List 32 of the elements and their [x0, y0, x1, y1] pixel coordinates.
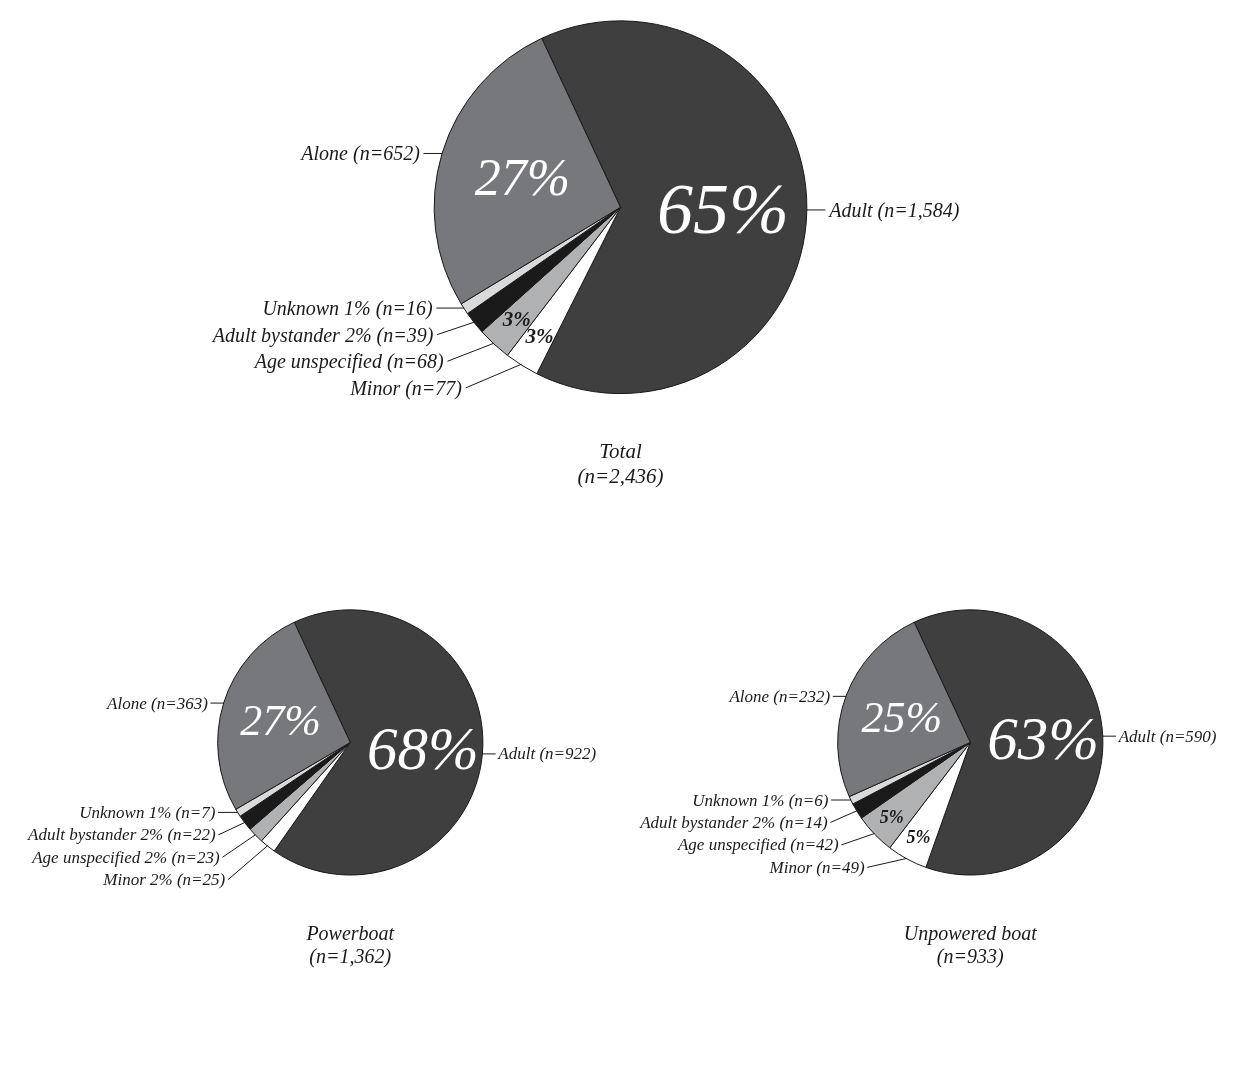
slice-label: Alone (n=652) [299, 142, 421, 166]
text: Total [599, 439, 642, 464]
text: Unpowered boat [903, 921, 1038, 945]
slice-label: Unknown 1% (n=7) [79, 802, 216, 822]
slice-label: Adult (n=1,584) [827, 198, 960, 222]
slice-label: Age unspecified (n=42) [676, 835, 839, 855]
slice-label: Unknown 1% (n=6) [692, 790, 829, 810]
data-label: 5% [879, 807, 904, 828]
data-label: 27% [240, 696, 321, 746]
slice-label: Adult bystander 2% (n=14) [639, 812, 829, 832]
slice-label: Unknown 1% (n=16) [262, 297, 433, 321]
slice-label: Minor 2% (n=25) [102, 870, 226, 890]
slice-label: Adult bystander 2% (n=39) [210, 323, 434, 347]
slice-label: Age unspecified 2% (n=23) [31, 847, 221, 867]
slice-label: Alone (n=232) [728, 686, 831, 706]
text: (n=933) [936, 945, 1005, 969]
data-label: 5% [906, 827, 931, 848]
data-label: 63% [987, 705, 1100, 773]
data-label: 27% [474, 149, 571, 207]
data-label: 65% [657, 168, 789, 249]
slice-label: Adult (n=590) [1117, 726, 1217, 746]
data-label: 68% [367, 715, 479, 783]
text: (n=2,436) [577, 464, 664, 489]
slice-label: Alone (n=363) [106, 693, 209, 713]
slice-label: Adult (n=922) [497, 744, 597, 764]
data-label: 25% [861, 692, 943, 742]
text: Powerboat [305, 921, 395, 944]
slice-label: Age unspecified (n=68) [252, 350, 445, 374]
slice-label: Adult bystander 2% (n=22) [27, 825, 217, 845]
slice-label: Minor (n=49) [768, 857, 865, 877]
slice-label: Minor (n=77) [349, 376, 463, 400]
text: (n=1,362) [309, 945, 392, 969]
